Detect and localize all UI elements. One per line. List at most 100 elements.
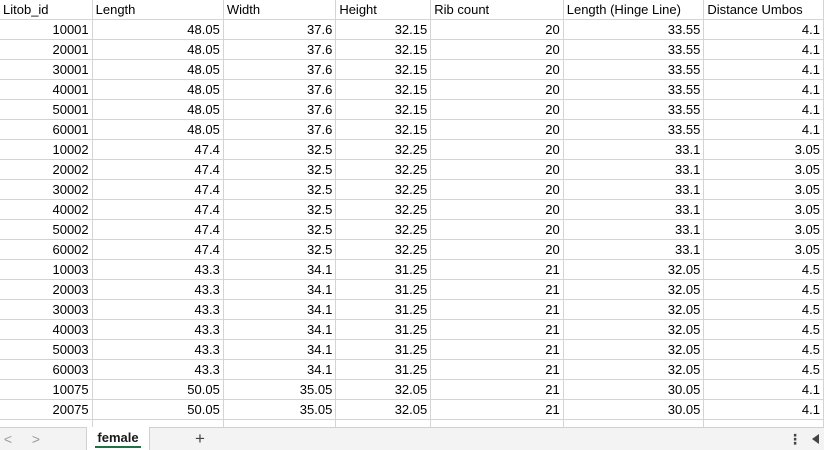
table-cell[interactable]: 40001 <box>0 79 93 100</box>
table-cell[interactable]: 43.3 <box>92 319 224 340</box>
table-cell[interactable]: 33.55 <box>563 99 705 120</box>
table-cell[interactable]: 32.25 <box>335 179 432 200</box>
table-cell[interactable]: 33.55 <box>563 39 705 60</box>
table-cell[interactable]: 32.25 <box>335 139 432 160</box>
table-cell[interactable]: 35.05 <box>223 399 337 420</box>
table-cell[interactable]: 4.1 <box>703 79 824 100</box>
table-cell[interactable]: 32.05 <box>335 379 432 400</box>
table-cell[interactable] <box>0 419 93 427</box>
table-cell[interactable]: 20 <box>430 239 564 260</box>
table-cell[interactable]: 43.3 <box>92 259 224 280</box>
table-cell[interactable]: 20 <box>430 119 564 140</box>
table-cell[interactable]: 32.15 <box>335 19 432 40</box>
table-cell[interactable]: 4.1 <box>703 59 824 80</box>
table-cell[interactable]: 3.05 <box>703 199 824 220</box>
table-cell[interactable]: 50003 <box>0 339 93 360</box>
table-cell[interactable]: 30002 <box>0 179 93 200</box>
table-cell[interactable]: 20 <box>430 179 564 200</box>
table-cell[interactable]: 43.3 <box>92 339 224 360</box>
table-cell[interactable]: 21 <box>430 259 564 280</box>
table-cell[interactable]: 32.15 <box>335 59 432 80</box>
table-cell[interactable]: 21 <box>430 359 564 380</box>
table-cell[interactable]: 32.05 <box>563 279 705 300</box>
table-cell[interactable]: 43.3 <box>92 279 224 300</box>
table-cell[interactable]: 32.25 <box>335 199 432 220</box>
table-cell[interactable]: 43.3 <box>92 299 224 320</box>
table-cell[interactable]: 32.15 <box>335 119 432 140</box>
table-cell[interactable]: 20 <box>430 159 564 180</box>
table-cell[interactable]: 47.4 <box>92 179 224 200</box>
table-cell[interactable]: 37.6 <box>223 119 337 140</box>
chevron-left-icon[interactable]: < <box>3 431 13 447</box>
table-cell[interactable]: 32.25 <box>335 219 432 240</box>
table-cell[interactable]: 30.05 <box>563 399 705 420</box>
table-cell[interactable]: 31.25 <box>335 339 432 360</box>
table-cell[interactable]: 33.1 <box>563 219 705 240</box>
table-cell[interactable]: 32.05 <box>563 339 705 360</box>
table-cell[interactable]: 60002 <box>0 239 93 260</box>
table-cell[interactable]: 37.6 <box>223 59 337 80</box>
table-cell[interactable]: 31.25 <box>335 319 432 340</box>
table-cell[interactable]: 4.5 <box>703 279 824 300</box>
table-cell[interactable]: 48.05 <box>92 99 224 120</box>
table-cell[interactable]: 48.05 <box>92 39 224 60</box>
table-cell[interactable]: 40003 <box>0 319 93 340</box>
column-header[interactable]: Height <box>335 0 432 20</box>
table-cell[interactable]: 32.05 <box>563 319 705 340</box>
table-cell[interactable]: 33.1 <box>563 239 705 260</box>
column-header[interactable]: Rib count <box>430 0 564 20</box>
table-cell[interactable]: 47.4 <box>92 219 224 240</box>
table-cell[interactable]: 3.05 <box>703 179 824 200</box>
table-cell[interactable]: 33.1 <box>563 139 705 160</box>
table-cell[interactable]: 40002 <box>0 199 93 220</box>
table-cell[interactable]: 50.05 <box>92 399 224 420</box>
sheet-tab-female[interactable]: female <box>86 427 150 450</box>
table-cell[interactable] <box>92 419 224 427</box>
table-cell[interactable]: 34.1 <box>223 299 337 320</box>
table-cell[interactable]: 3.05 <box>703 139 824 160</box>
table-cell[interactable]: 20 <box>430 59 564 80</box>
table-cell[interactable]: 33.1 <box>563 179 705 200</box>
table-cell[interactable]: 34.1 <box>223 279 337 300</box>
table-cell[interactable]: 32.15 <box>335 79 432 100</box>
table-cell[interactable]: 32.15 <box>335 39 432 60</box>
table-cell[interactable]: 34.1 <box>223 339 337 360</box>
table-cell[interactable]: 21 <box>430 319 564 340</box>
column-header[interactable]: Length <box>92 0 224 20</box>
table-cell[interactable] <box>223 419 337 427</box>
table-cell[interactable]: 33.1 <box>563 159 705 180</box>
table-cell[interactable]: 37.6 <box>223 79 337 100</box>
table-cell[interactable]: 34.1 <box>223 259 337 280</box>
table-cell[interactable]: 50002 <box>0 219 93 240</box>
table-cell[interactable]: 47.4 <box>92 239 224 260</box>
table-cell[interactable]: 20 <box>430 199 564 220</box>
plus-icon[interactable]: + <box>195 429 205 448</box>
column-header[interactable]: Litob_id <box>0 0 93 20</box>
table-cell[interactable]: 31.25 <box>335 279 432 300</box>
table-cell[interactable]: 21 <box>430 299 564 320</box>
table-cell[interactable]: 21 <box>430 399 564 420</box>
table-cell[interactable]: 3.05 <box>703 239 824 260</box>
table-cell[interactable]: 21 <box>430 339 564 360</box>
table-cell[interactable]: 32.5 <box>223 139 337 160</box>
table-cell[interactable]: 48.05 <box>92 79 224 100</box>
table-cell[interactable]: 30003 <box>0 299 93 320</box>
table-cell[interactable]: 33.55 <box>563 59 705 80</box>
table-cell[interactable]: 21 <box>430 379 564 400</box>
table-cell[interactable]: 21 <box>430 279 564 300</box>
table-cell[interactable]: 48.05 <box>92 59 224 80</box>
table-cell[interactable]: 10002 <box>0 139 93 160</box>
table-cell[interactable]: 20 <box>430 219 564 240</box>
table-cell[interactable]: 32.5 <box>223 239 337 260</box>
table-cell[interactable]: 32.05 <box>563 259 705 280</box>
spreadsheet-grid[interactable]: Litob_id Length Width Height Rib count Length… <box>0 0 824 427</box>
table-cell[interactable]: 33.55 <box>563 119 705 140</box>
table-cell[interactable]: 34.1 <box>223 359 337 380</box>
table-cell[interactable]: 47.4 <box>92 159 224 180</box>
table-cell[interactable]: 33.55 <box>563 79 705 100</box>
table-cell[interactable]: 4.5 <box>703 299 824 320</box>
column-header[interactable]: Length (Hinge Line) <box>563 0 705 20</box>
table-cell[interactable]: 20003 <box>0 279 93 300</box>
table-cell[interactable]: 30001 <box>0 59 93 80</box>
table-cell[interactable]: 20 <box>430 39 564 60</box>
